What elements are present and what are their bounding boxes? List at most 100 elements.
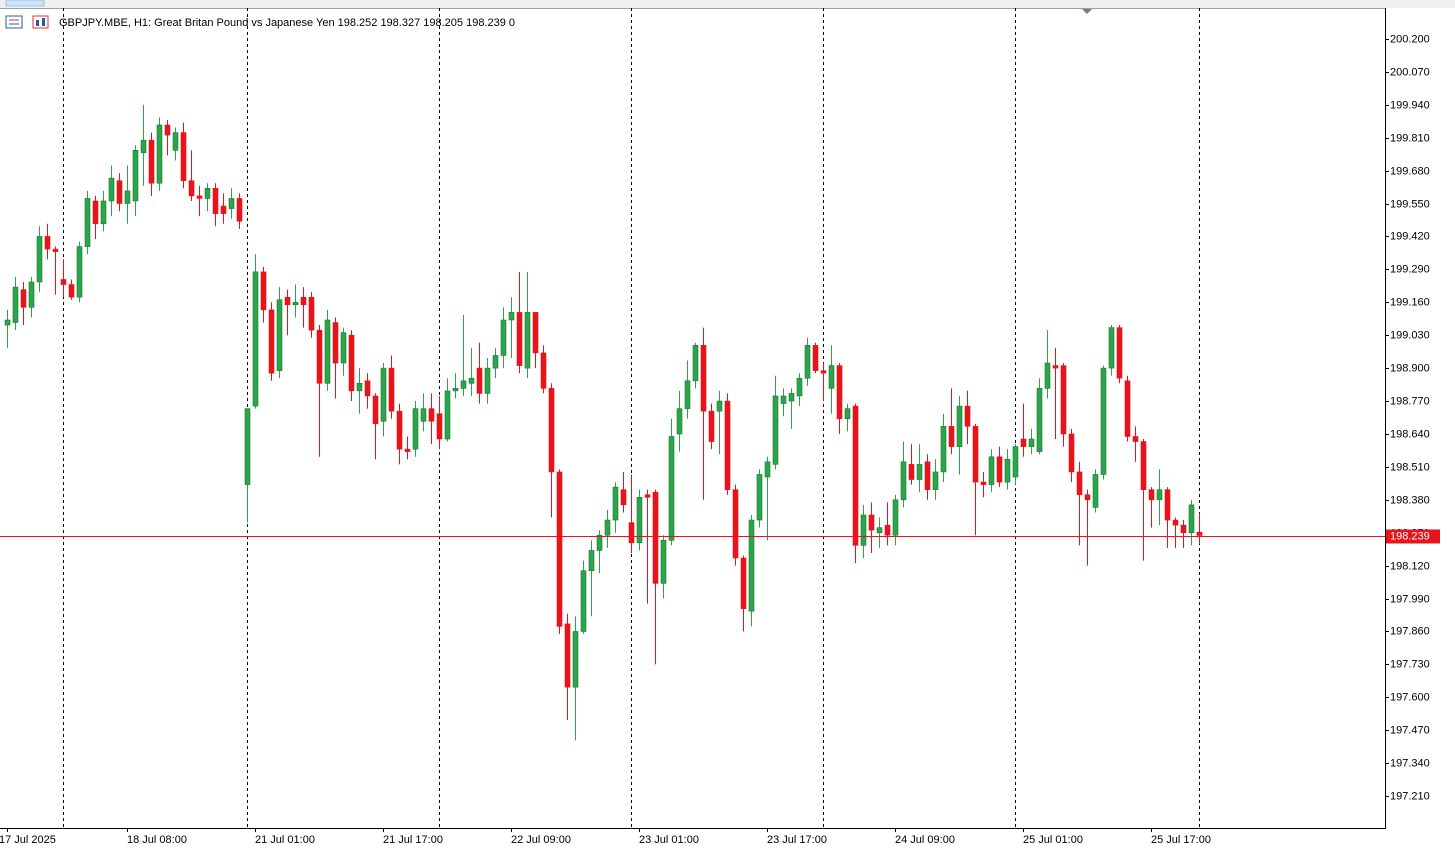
candle-body [1148, 489, 1155, 501]
candle-body [260, 271, 267, 311]
candle-body [452, 388, 459, 392]
candle-body [868, 514, 875, 531]
candle-body [1012, 446, 1019, 478]
candle-body [708, 410, 715, 442]
candle-body [980, 481, 987, 485]
candle-body [1164, 489, 1171, 521]
candle-body [852, 405, 859, 546]
y-tick-label: 199.160 [1390, 296, 1430, 308]
candle-body [1044, 362, 1051, 389]
shift-marker[interactable] [1082, 9, 1092, 14]
candle-body [956, 405, 963, 447]
y-tick-label: 197.210 [1390, 790, 1430, 802]
candle-body [564, 623, 571, 688]
candle-body [700, 345, 707, 412]
candle-body [380, 367, 387, 422]
y-tick-label: 199.290 [1390, 263, 1430, 275]
candle-body [876, 527, 883, 534]
candle-body [364, 380, 371, 397]
y-tick-label: 198.900 [1390, 362, 1430, 374]
candle-body [268, 309, 275, 374]
candle-body [892, 499, 899, 536]
candle-body [1092, 474, 1099, 508]
candle-body [116, 180, 123, 204]
candle-body [1028, 438, 1035, 447]
candle-body [1036, 388, 1043, 452]
y-tick-label: 197.600 [1390, 691, 1430, 703]
y-tick-label: 198.770 [1390, 395, 1430, 407]
candle-body [668, 436, 675, 541]
candle-body [748, 519, 755, 612]
candle-body [788, 393, 795, 402]
x-tick-label: 21 Jul 17:00 [383, 834, 443, 846]
candle-body [572, 631, 579, 688]
candle-body [684, 380, 691, 409]
candle-body [932, 471, 939, 490]
candle-body [276, 299, 283, 371]
candle-body [1124, 380, 1131, 437]
candle-body [212, 188, 219, 214]
candle-body [420, 408, 427, 422]
y-tick-label: 197.730 [1390, 658, 1430, 670]
candle-body [676, 408, 683, 435]
y-tick-label: 198.640 [1390, 428, 1430, 440]
candle-body [1140, 441, 1147, 490]
x-tick-label: 17 Jul 2025 [0, 834, 56, 846]
x-tick-label: 25 Jul 01:00 [1023, 834, 1083, 846]
candle-body [396, 410, 403, 450]
y-tick-label: 198.510 [1390, 461, 1430, 473]
candle-body [492, 355, 499, 369]
candle-body [108, 177, 115, 202]
candle-body [756, 474, 763, 521]
candle-body [436, 413, 443, 440]
candle-body [100, 200, 107, 225]
candle-body [804, 345, 811, 379]
candle-body [964, 405, 971, 427]
candle-body [196, 195, 203, 199]
candle-body [1052, 365, 1059, 369]
candle-body [724, 400, 731, 490]
candle-body [556, 471, 563, 627]
candle-body [1004, 458, 1011, 483]
candle-body [52, 248, 59, 252]
icon-bar [36, 20, 39, 26]
candle-body [444, 390, 451, 440]
candle-body [1180, 524, 1187, 534]
candle-body [340, 332, 347, 364]
candle-body [604, 519, 611, 536]
candle-body [1020, 438, 1027, 447]
x-tick-label: 23 Jul 01:00 [639, 834, 699, 846]
candle-body [860, 514, 867, 546]
candle-body [972, 426, 979, 483]
candle-body [484, 367, 491, 394]
y-tick-label: 199.810 [1390, 132, 1430, 144]
candle-body [1196, 531, 1203, 536]
y-tick-label: 197.990 [1390, 593, 1430, 605]
candle-body [764, 461, 771, 478]
x-tick-label: 21 Jul 01:00 [255, 834, 315, 846]
candle-body [1132, 436, 1139, 442]
candle-body [252, 271, 259, 407]
candle-body [124, 190, 131, 204]
candle-body [500, 319, 507, 356]
candle-body [924, 461, 931, 490]
candle-body [4, 319, 11, 326]
icon-bar [42, 18, 45, 26]
candle-body [940, 426, 947, 473]
x-tick-label: 18 Jul 08:00 [127, 834, 187, 846]
price-label-box [1386, 529, 1440, 544]
candle-body [292, 301, 299, 306]
candle-body [660, 540, 667, 584]
candle-body [132, 150, 139, 202]
tab[interactable] [5, 0, 45, 7]
icon-chart[interactable] [32, 15, 49, 29]
candle-body [76, 246, 83, 298]
icon-list[interactable] [5, 15, 23, 29]
candle-body [636, 496, 643, 544]
candle-body [1172, 519, 1179, 526]
candle-body [180, 132, 187, 182]
candle-body [92, 200, 99, 225]
candle-body [820, 370, 827, 374]
